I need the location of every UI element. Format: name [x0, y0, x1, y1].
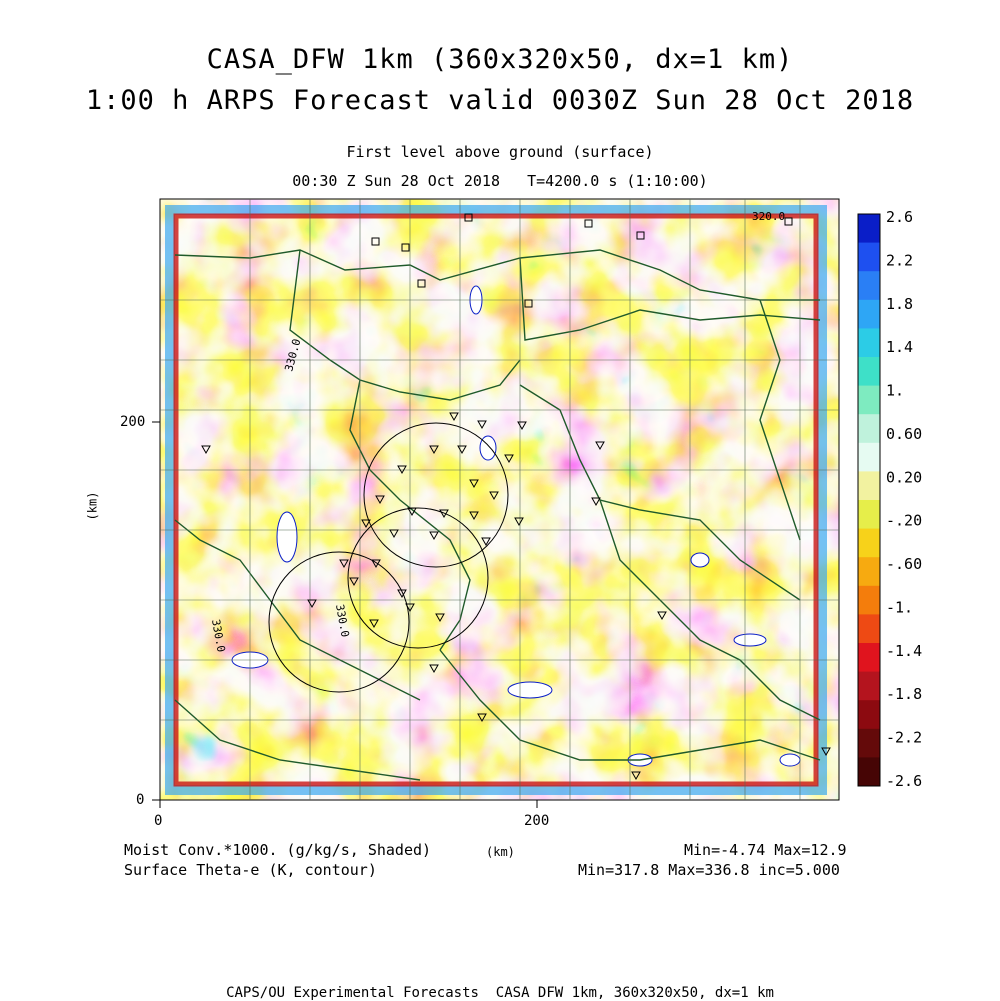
level-label: First level above ground (surface) [346, 143, 654, 161]
x-axis-unit: (km) [486, 845, 515, 859]
colorbar-swatch [858, 442, 880, 472]
colorbar-swatch [858, 414, 880, 444]
colorbar-label: 2.6 [886, 208, 913, 226]
shaded-field-label: Moist Conv.*1000. (g/kg/s, Shaded) [124, 841, 432, 859]
colorbar-label: -1. [886, 598, 913, 616]
y-tick-label: 0 [136, 792, 145, 808]
colorbar-label: -2.2 [886, 729, 922, 747]
colorbar-swatch [858, 671, 880, 701]
x-tick-label: 0 [154, 813, 163, 829]
contour-field-label: Surface Theta-e (K, contour) [124, 861, 377, 879]
colorbar-label: -2.6 [886, 772, 922, 790]
colorbar-swatch [858, 271, 880, 301]
x-tick-label: 200 [524, 813, 550, 829]
contour-label: 320.0 [752, 210, 785, 223]
boundary-lines [174, 249, 821, 781]
valid-time-label: 00:30 Z Sun 28 Oct 2018 T=4200.0 s (1:10… [292, 172, 708, 190]
colorbar-swatch [858, 471, 880, 501]
y-tick-label: 200 [120, 414, 146, 430]
colorbar-swatch [858, 557, 880, 587]
contour-field-minmax: Min=317.8 Max=336.8 inc=5.000 [578, 861, 840, 879]
colorbar-label: 1. [886, 382, 904, 400]
plot-frame [159, 198, 840, 801]
colorbar-swatch [858, 500, 880, 530]
colorbar-swatch [858, 385, 880, 415]
axis-ticks [152, 421, 538, 808]
contour-label: 330.0 [209, 618, 228, 653]
colorbar-label: -.20 [886, 512, 922, 530]
colorbar-swatch [858, 328, 880, 358]
colorbar-label: -.60 [886, 555, 922, 573]
moist-convergence-shading [160, 199, 839, 800]
colorbar-swatch [858, 643, 880, 673]
colorbar-swatch [858, 242, 880, 272]
colorbar-swatch [858, 757, 880, 787]
colorbar-swatch [858, 614, 880, 644]
colorbar-label: 0.20 [886, 468, 922, 486]
colorbar-frame [857, 213, 881, 787]
colorbar-label: -1.8 [886, 685, 922, 703]
colorbar-swatch [858, 357, 880, 387]
y-axis-unit: (km) [85, 491, 100, 521]
surface-station-markers [201, 213, 831, 781]
colorbar-label: -1.4 [886, 642, 922, 660]
contour-label: 330.0 [333, 603, 352, 638]
colorbar-swatch [858, 528, 880, 558]
colorbar-label: 2.2 [886, 251, 913, 269]
colorbar: 2.6 2.2 1.8 1.4 1. 0.60 0.20 -.20 -.60 -1. -1.4 -1.… [857, 208, 922, 790]
forecast-subtitle: 1:00 h ARPS Forecast valid 0030Z Sun 28 … [85, 85, 915, 116]
colorbar-swatch [858, 700, 880, 730]
page-title: CASA_DFW 1km (360x320x50, dx=1 km) [206, 44, 794, 75]
colorbar-label: 1.8 [886, 295, 913, 313]
radar-range-rings [268, 422, 509, 693]
colorbar-label: 1.4 [886, 338, 913, 356]
county-grid [160, 199, 839, 800]
colorbar-swatch [858, 585, 880, 615]
colorbar-swatch [858, 728, 880, 758]
credit-line: CAPS/OU Experimental Forecasts CASA DFW … [226, 985, 774, 1001]
shaded-field-minmax: Min=-4.74 Max=12.9 [684, 841, 847, 859]
colorbar-label: 0.60 [886, 425, 922, 443]
colorbar-swatch [858, 299, 880, 329]
colorbar-swatch [858, 214, 880, 244]
